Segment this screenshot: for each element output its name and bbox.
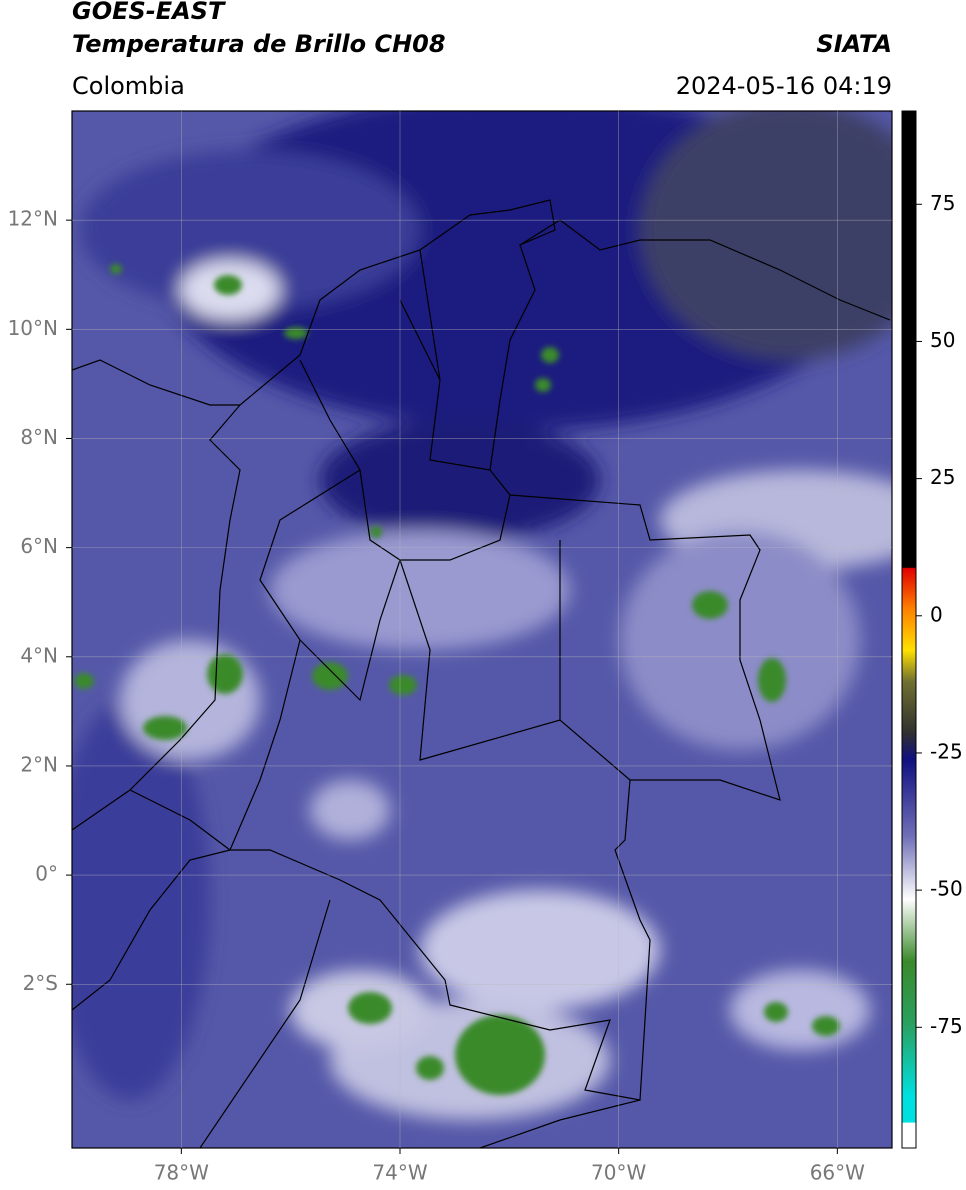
y-tick-label: 4°N [20, 643, 58, 667]
colorbar-tick-label: 0 [930, 602, 943, 626]
x-tick-label: 70°W [591, 1161, 646, 1185]
colorbar-tick-label: 50 [930, 328, 955, 352]
map-frame [71, 110, 893, 1149]
colorbar [901, 110, 917, 1149]
colorbar-tick-label: -25 [930, 739, 963, 763]
y-tick-label: 12°N [8, 207, 58, 231]
timestamp: 2024-05-16 04:19 [676, 72, 892, 100]
graticule [72, 111, 892, 1148]
coastline [72, 219, 891, 1148]
y-tick-label: 10°N [8, 316, 58, 340]
y-tick-label: 2°N [20, 752, 58, 776]
region: Colombia [72, 72, 185, 100]
colombia-border [128, 199, 781, 1101]
colorbar-tick-label: 25 [930, 465, 955, 489]
internal-borders [229, 249, 631, 851]
x-tick-label: 74°W [372, 1161, 427, 1185]
colorbar-tick-label: -75 [930, 1014, 963, 1038]
satellite-image [72, 111, 892, 1148]
y-tick-label: 0° [35, 862, 58, 886]
title: GOES-EAST [72, 0, 226, 25]
cold-cloud-tops [74, 264, 840, 1095]
y-tick-label: 8°N [20, 425, 58, 449]
cloud-field [72, 111, 892, 1120]
borders [72, 199, 891, 1148]
x-tick-label: 66°W [810, 1161, 865, 1185]
y-tick-label: 6°N [20, 534, 58, 558]
x-tick-label: 78°W [154, 1161, 209, 1185]
colorbar-tick-label: 75 [930, 191, 955, 215]
subtitle: Temperatura de Brillo CH08 [72, 30, 446, 58]
colorbar-tick-label: -50 [930, 877, 963, 901]
source: SIATA [816, 30, 892, 58]
y-tick-label: 2°S [23, 971, 58, 995]
